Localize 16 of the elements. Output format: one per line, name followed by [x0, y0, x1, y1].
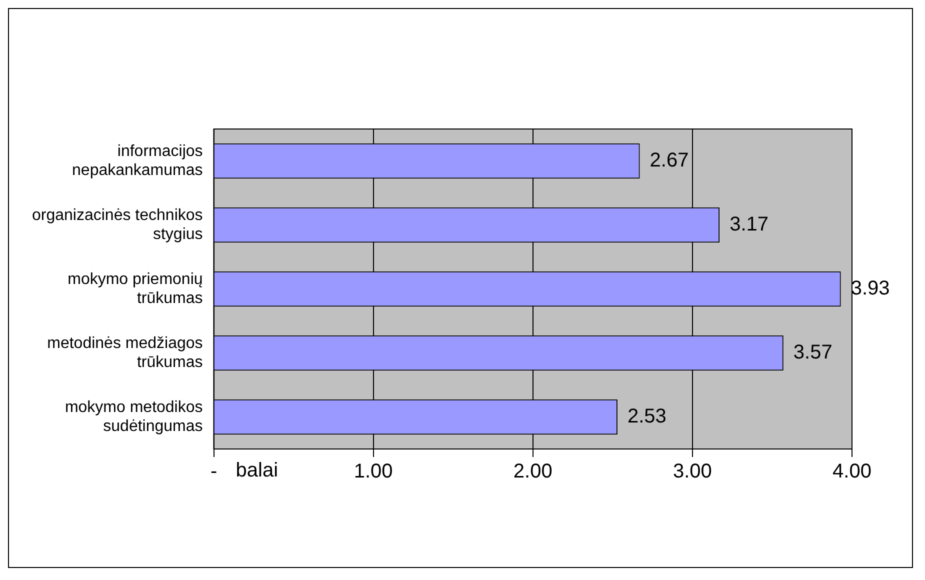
y-tick-label: metodinės medžiagos trūkumas	[47, 334, 203, 372]
y-tick-label: informacijos nepakankamumas	[72, 142, 203, 180]
x-tick-label: 2.00	[513, 460, 552, 483]
y-tick-label: organizacinės technikos stygius	[32, 206, 203, 244]
x-axis-title: balai	[236, 460, 278, 482]
y-tick-label: mokymo metodikos sudėtingumas	[64, 398, 203, 436]
data-label: 2.53	[627, 406, 666, 428]
y-tick-label: mokymo priemonių trūkumas	[68, 270, 203, 308]
x-tick-label: -	[210, 460, 218, 483]
data-label: 2.67	[650, 150, 689, 172]
x-tick-label: 1.00	[354, 460, 393, 483]
x-tick-label: 3.00	[672, 460, 712, 483]
data-label: 3.17	[730, 214, 769, 236]
data-label: 3.57	[793, 342, 832, 364]
x-tick-label: 4.00	[832, 460, 872, 483]
data-label: 3.93	[850, 278, 890, 300]
